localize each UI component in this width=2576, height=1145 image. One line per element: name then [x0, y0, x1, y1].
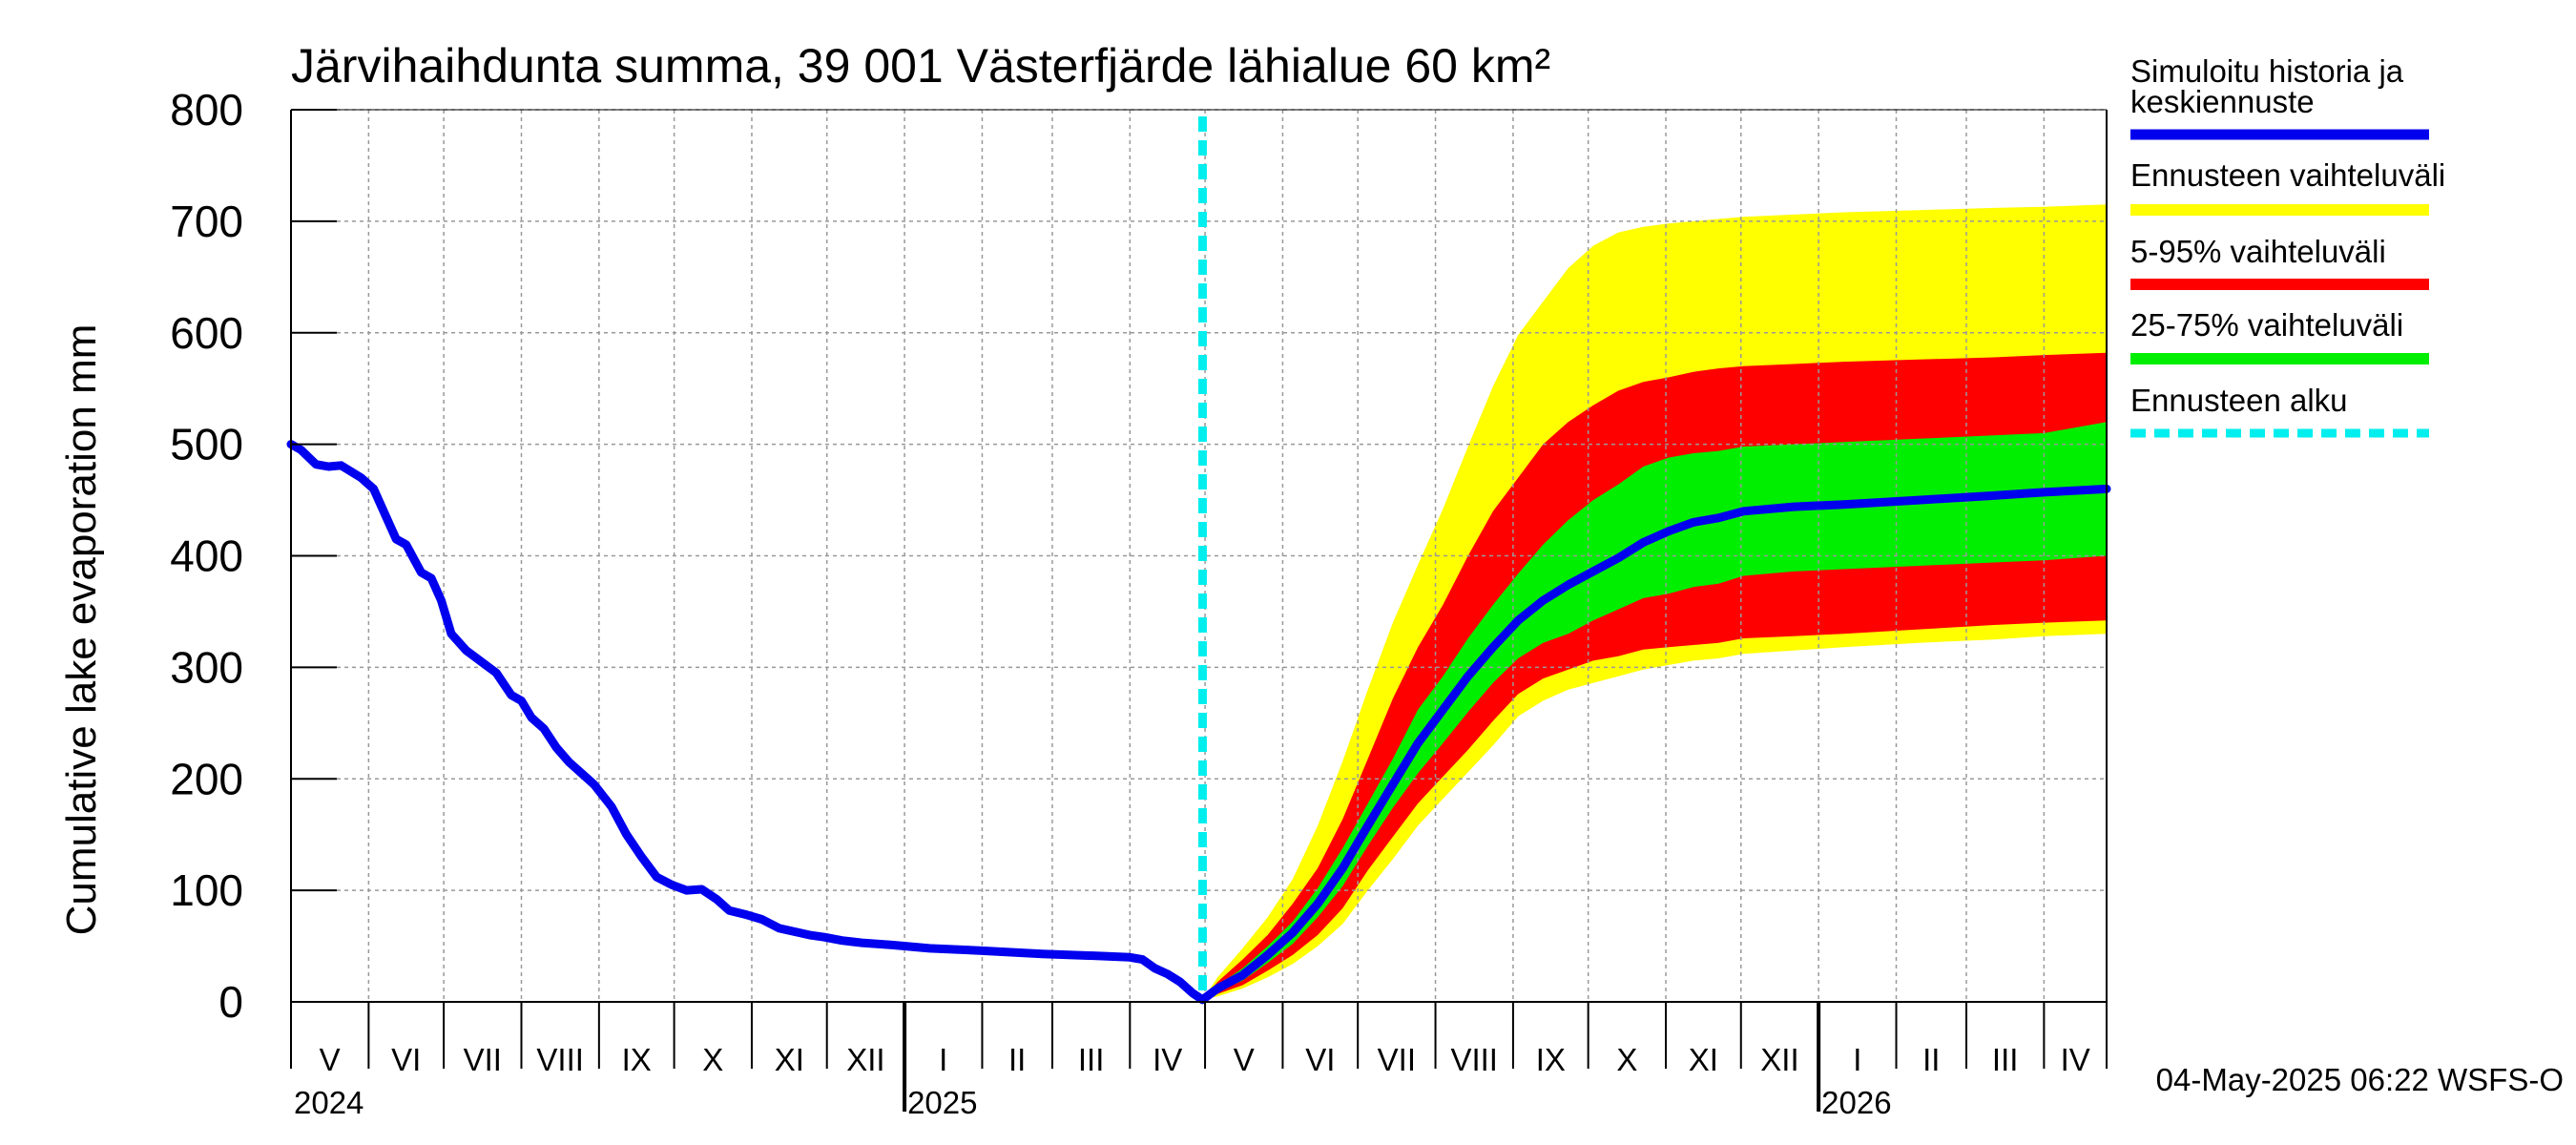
legend-label-p25-75: 25-75% vaihteluväli — [2130, 307, 2403, 343]
month-label-22: III — [1992, 1042, 2019, 1077]
month-label-5: X — [702, 1042, 723, 1077]
forecast-bands — [1202, 204, 2107, 1000]
month-label-20: I — [1853, 1042, 1861, 1077]
month-label-15: VIII — [1450, 1042, 1498, 1077]
month-label-16: IX — [1536, 1042, 1566, 1077]
history-line — [286, 440, 1207, 1005]
legend-label-p5-95: 5-95% vaihteluväli — [2130, 234, 2386, 269]
y-tick-label-100: 100 — [170, 865, 243, 915]
month-label-1: VI — [391, 1042, 421, 1077]
series-lines — [286, 116, 2111, 1005]
year-label-2024: 2024 — [294, 1085, 364, 1120]
y-tick-label-200: 200 — [170, 754, 243, 803]
y-tick-label-700: 700 — [170, 197, 243, 246]
x-tick-labels: V VI VII VIII IX X XI XII I II III IV V VI VII VIII IX X X… — [294, 1042, 2090, 1120]
month-label-23: IV — [2061, 1042, 2090, 1077]
month-label-4: IX — [622, 1042, 652, 1077]
month-label-7: XII — [846, 1042, 884, 1077]
y-tick-label-600: 600 — [170, 308, 243, 358]
month-label-6: XI — [775, 1042, 804, 1077]
month-label-3: VIII — [536, 1042, 584, 1077]
month-label-11: IV — [1153, 1042, 1182, 1077]
month-label-19: XII — [1760, 1042, 1798, 1077]
month-label-8: I — [939, 1042, 947, 1077]
chart-title: Järvihaihdunta summa, 39 001 Västerfjärd… — [291, 39, 1550, 93]
y-tick-label-0: 0 — [218, 977, 243, 1027]
month-label-18: XI — [1689, 1042, 1718, 1077]
legend-label-forecast-start: Ennusteen alku — [2130, 383, 2348, 418]
y-tick-label-400: 400 — [170, 531, 243, 581]
y-tick-label-300: 300 — [170, 642, 243, 692]
grid-lines — [291, 109, 2107, 1002]
y-tick-label-800: 800 — [170, 85, 243, 135]
legend-label-history-line2: keskiennuste — [2130, 84, 2315, 119]
year-label-2026: 2026 — [1821, 1085, 1891, 1120]
footer-timestamp: 04-May-2025 06:22 WSFS-O — [2156, 1062, 2564, 1097]
month-label-13: VI — [1305, 1042, 1335, 1077]
month-label-10: III — [1078, 1042, 1105, 1077]
y-tick-labels: 0 100 200 300 400 500 600 700 800 — [170, 85, 243, 1027]
month-label-14: VII — [1378, 1042, 1416, 1077]
month-label-2: VII — [464, 1042, 502, 1077]
legend: Simuloitu historia ja keskiennuste Ennus… — [2130, 53, 2445, 438]
month-label-0: V — [320, 1042, 341, 1077]
month-label-17: X — [1616, 1042, 1637, 1077]
month-label-9: II — [1008, 1042, 1026, 1077]
legend-label-history-line1: Simuloitu historia ja — [2130, 53, 2404, 89]
year-label-2025: 2025 — [907, 1085, 977, 1120]
legend-label-range: Ennusteen vaihteluväli — [2130, 157, 2445, 193]
y-tick-label-500: 500 — [170, 420, 243, 469]
forecast-median-line — [1197, 484, 2111, 1005]
axes — [290, 109, 2108, 1112]
y-axis-label: Cumulative lake evaporation mm — [58, 324, 105, 936]
month-label-21: II — [1922, 1042, 1940, 1077]
band-p25-75 — [1202, 422, 2107, 1000]
month-label-12: V — [1234, 1042, 1255, 1077]
